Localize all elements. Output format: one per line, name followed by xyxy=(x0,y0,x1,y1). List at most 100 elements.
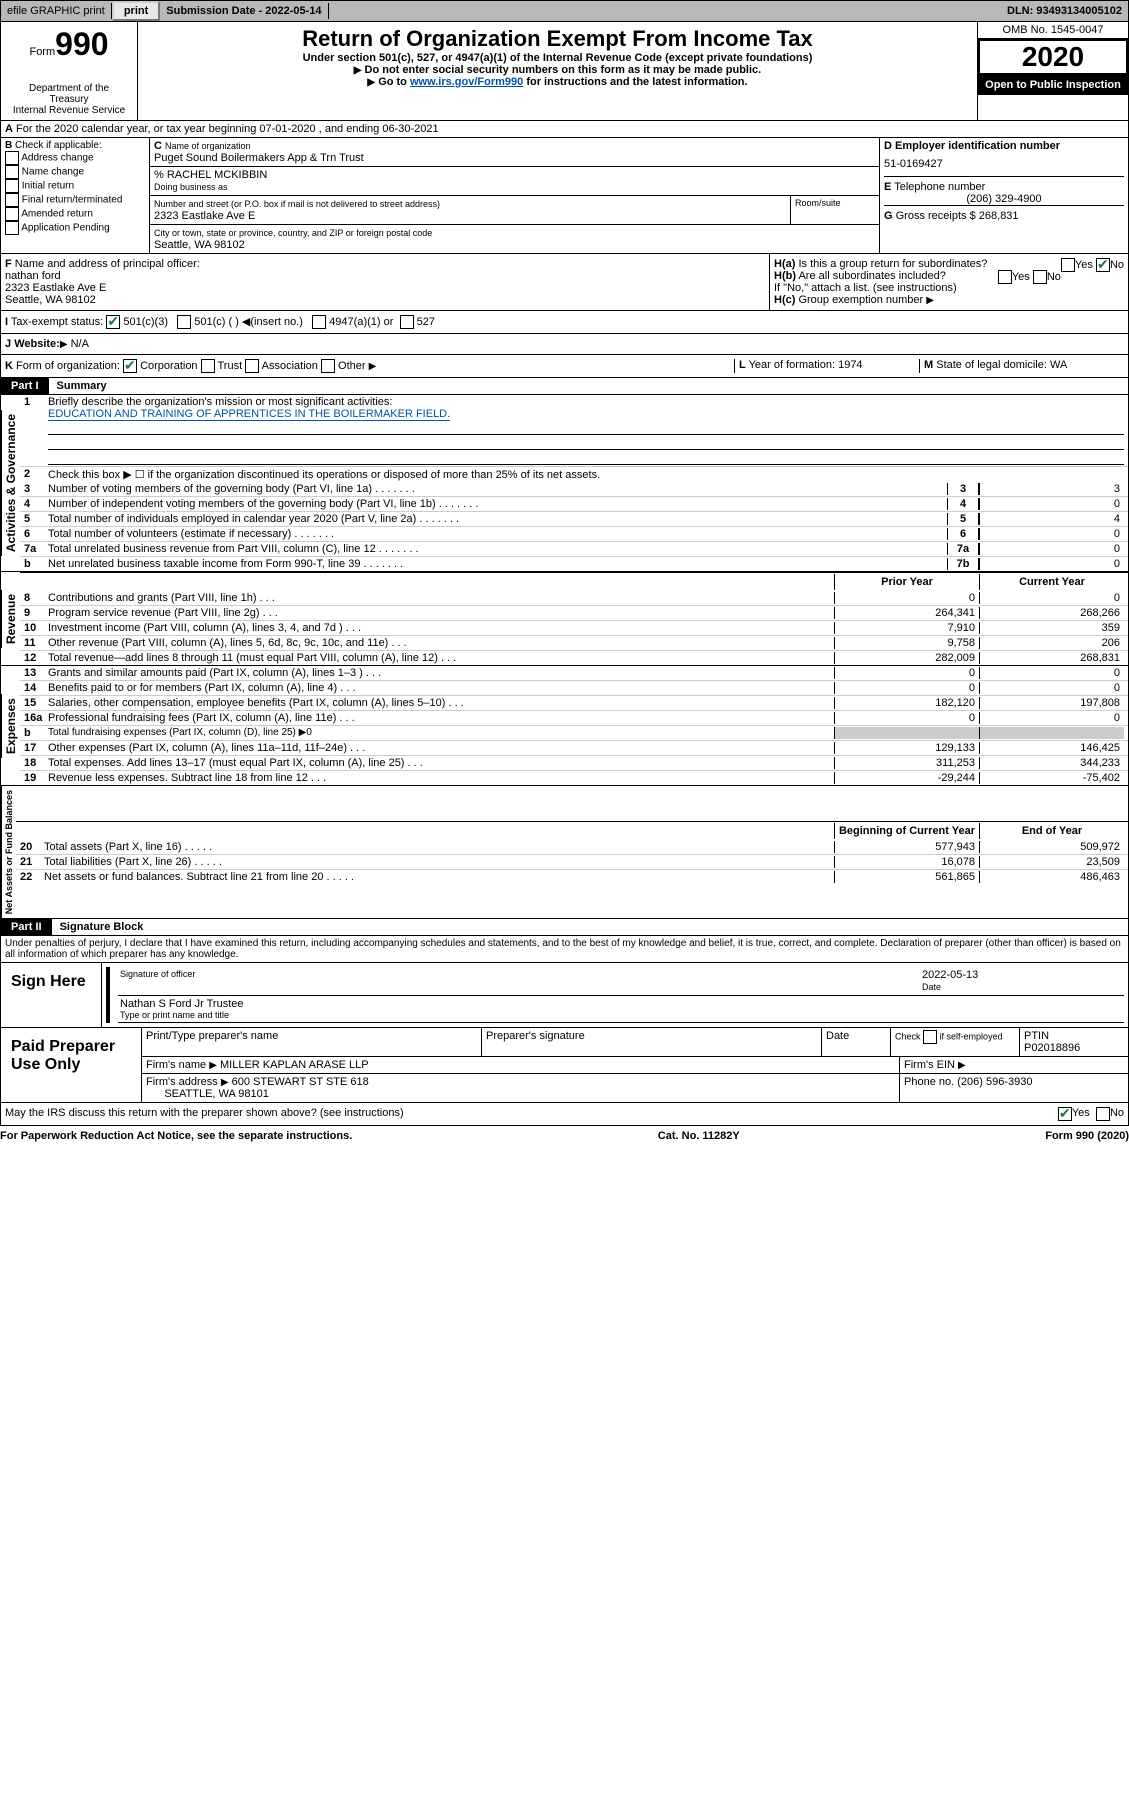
title-block: Return of Organization Exempt From Incom… xyxy=(138,22,977,120)
hb-no[interactable] xyxy=(1033,270,1047,284)
sig-date-label: Date xyxy=(922,982,941,992)
k-prefix: K xyxy=(5,360,13,372)
form-org-label: Form of organization: xyxy=(16,360,120,372)
goto-pre: Go to xyxy=(378,76,410,88)
form-label: Form xyxy=(29,46,55,58)
mission-text: EDUCATION AND TRAINING OF APPRENTICES IN… xyxy=(48,408,450,421)
m-prefix: M xyxy=(924,359,933,371)
org-city: Seattle, WA 98102 xyxy=(154,239,245,251)
d-prefix: D xyxy=(884,140,892,152)
opt-assoc: Association xyxy=(262,360,318,372)
discuss-yes[interactable] xyxy=(1058,1107,1072,1121)
officer-name: nathan ford xyxy=(5,270,61,282)
revenue-section: Revenue Prior YearCurrent Year 8Contribu… xyxy=(0,572,1129,666)
open-public: Open to Public Inspection xyxy=(978,75,1128,95)
cb-other[interactable] xyxy=(321,359,335,373)
dln: DLN: 93493134005102 xyxy=(1001,3,1128,19)
footer-left: For Paperwork Reduction Act Notice, see … xyxy=(0,1130,352,1142)
cb-501c[interactable] xyxy=(177,315,191,329)
checkbox-pending[interactable] xyxy=(5,221,19,235)
expenses-section: Expenses 13Grants and similar amounts pa… xyxy=(0,666,1129,786)
org-name: Puget Sound Boilermakers App & Trn Trust xyxy=(154,152,364,164)
vtab-expenses: Expenses xyxy=(1,694,20,758)
l-prefix: L xyxy=(739,359,746,371)
officer-addr1: 2323 Eastlake Ave E xyxy=(5,282,106,294)
officer-addr2: Seattle, WA 98102 xyxy=(5,294,96,306)
checkbox-amended[interactable] xyxy=(5,207,19,221)
hb-yes[interactable] xyxy=(998,270,1012,284)
cb-corp[interactable] xyxy=(123,359,137,373)
city-label: City or town, state or province, country… xyxy=(154,228,432,238)
footer-right: Form 990 (2020) xyxy=(1045,1130,1129,1142)
ha-prefix: H(a) xyxy=(774,258,795,270)
hb-label: Are all subordinates included? xyxy=(798,270,945,282)
cb-self-employed[interactable] xyxy=(923,1030,937,1044)
omb-block: OMB No. 1545-0047 2020 Open to Public In… xyxy=(977,22,1128,120)
part2-header: Part II Signature Block xyxy=(0,919,1129,936)
col-h: H(a) Is this a group return for subordin… xyxy=(770,254,1128,310)
cb-501c3[interactable] xyxy=(106,315,120,329)
opt-501c3: 501(c)(3) xyxy=(123,316,168,328)
checkbox-address-change[interactable] xyxy=(5,151,19,165)
tax-year-range: For the 2020 calendar year, or tax year … xyxy=(16,123,439,135)
vtab-revenue: Revenue xyxy=(1,590,20,648)
cb-trust[interactable] xyxy=(201,359,215,373)
vtab-net-assets: Net Assets or Fund Balances xyxy=(1,786,16,918)
paid-preparer-label: Paid Preparer Use Only xyxy=(1,1028,142,1102)
j-prefix: J xyxy=(5,338,11,350)
org-name-label: Name of organization xyxy=(165,141,251,151)
opt-527: 527 xyxy=(417,316,435,328)
line-2: Check this box ▶ ☐ if the organization d… xyxy=(48,468,1124,481)
cb-assoc[interactable] xyxy=(245,359,259,373)
col-b-checkboxes: B Check if applicable: Address change Na… xyxy=(1,138,150,253)
top-bar: efile GRAPHIC print print Submission Dat… xyxy=(0,0,1129,22)
omb-number: OMB No. 1545-0047 xyxy=(978,22,1128,39)
row-i: I Tax-exempt status: 501(c)(3) 501(c) ( … xyxy=(0,311,1129,334)
part1-label: Part I xyxy=(1,378,49,394)
print-button[interactable]: print xyxy=(112,1,160,21)
sign-here-block: Sign Here Signature of officer2022-05-13… xyxy=(0,963,1129,1028)
cb-527[interactable] xyxy=(400,315,414,329)
form-990: 990 xyxy=(55,26,108,62)
arrow-icon xyxy=(958,1059,966,1071)
penalties-text: Under penalties of perjury, I declare th… xyxy=(0,936,1129,963)
hb-note: If "No," attach a list. (see instruction… xyxy=(774,282,957,294)
org-info-grid: B Check if applicable: Address change Na… xyxy=(0,138,1129,254)
hc-label: Group exemption number xyxy=(798,294,923,306)
arrow-icon xyxy=(367,76,375,88)
mission-label: Briefly describe the organization's miss… xyxy=(48,396,392,408)
sign-here-label: Sign Here xyxy=(1,963,102,1027)
checkbox-name-change[interactable] xyxy=(5,165,19,179)
arrow-icon xyxy=(354,64,362,76)
governance-section: Activities & Governance 1Briefly describ… xyxy=(0,395,1129,572)
part1-title: Summary xyxy=(49,380,107,392)
hdr-current-year: Current Year xyxy=(979,574,1124,590)
ha-no[interactable] xyxy=(1096,258,1110,272)
discuss-row: May the IRS discuss this return with the… xyxy=(0,1103,1129,1126)
cb-4947[interactable] xyxy=(312,315,326,329)
prep-name-label: Print/Type preparer's name xyxy=(142,1028,482,1056)
discuss-no[interactable] xyxy=(1096,1107,1110,1121)
efile-label: efile GRAPHIC print xyxy=(1,3,112,19)
part2-title: Signature Block xyxy=(52,921,144,933)
irs-link[interactable]: www.irs.gov/Form990 xyxy=(410,76,523,88)
g-prefix: G xyxy=(884,210,893,222)
f-prefix: F xyxy=(5,258,12,270)
checkbox-initial[interactable] xyxy=(5,179,19,193)
ptin-label: PTIN xyxy=(1024,1030,1049,1042)
e-prefix: E xyxy=(884,181,891,193)
year-formation-label: Year of formation: xyxy=(749,359,835,371)
firm-name-label: Firm's name xyxy=(146,1059,206,1071)
year-formation: 1974 xyxy=(838,359,862,371)
phone: (206) 329-4900 xyxy=(884,193,1124,205)
cb-label-amended: Amended return xyxy=(21,209,93,220)
row-j: J Website: N/A xyxy=(0,334,1129,355)
gross-label: Gross receipts $ xyxy=(896,210,976,222)
opt-corp: Corporation xyxy=(140,360,197,372)
sig-officer-label: Signature of officer xyxy=(120,969,922,993)
checkbox-final[interactable] xyxy=(5,193,19,207)
form-title: Return of Organization Exempt From Incom… xyxy=(142,26,973,52)
footer: For Paperwork Reduction Act Notice, see … xyxy=(0,1126,1129,1146)
net-assets-section: Net Assets or Fund Balances Beginning of… xyxy=(0,786,1129,919)
ha-yes[interactable] xyxy=(1061,258,1075,272)
